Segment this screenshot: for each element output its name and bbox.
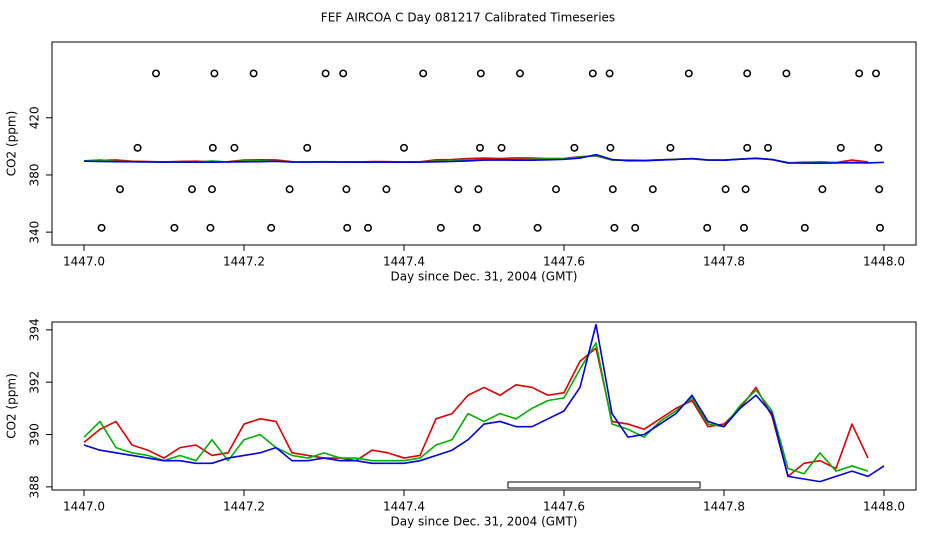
flag-point [208,143,217,152]
flag-point [208,185,216,194]
flag-point [648,185,657,194]
x-tick-label: 1447.8 [703,500,745,514]
plot-frame [51,41,917,246]
flag-point [210,69,219,78]
flag-point [188,185,196,194]
flag-point [339,69,348,78]
flag-point [382,185,391,194]
x-tick-label: 1447.4 [383,255,425,269]
flag-point [605,69,614,78]
x-tick-label: 1447.2 [223,500,265,514]
y-tick-label: 340 [28,221,42,244]
x-tick-label: 1447.6 [543,500,585,514]
flag-point [570,143,579,152]
x-tick-label: 1447.0 [63,500,105,514]
flag-point [764,143,772,152]
flag-point [343,223,352,232]
flag-point [436,223,445,232]
y-tick-label: 420 [28,106,42,129]
flag-point [800,223,809,232]
x-axis-title: Day since Dec. 31, 2004 (GMT) [391,270,578,284]
flag-point [474,185,483,194]
series-line [83,342,869,475]
flag-point [476,143,484,152]
flag-point [152,69,160,78]
flag-point [476,69,485,78]
x-tick-label: 1447.2 [223,255,265,269]
y-axis-title: CO2 (ppm) [5,111,19,177]
flag-point [454,185,463,194]
y-tick-label: 390 [28,423,42,446]
x-axis-title: Day since Dec. 31, 2004 (GMT) [391,515,578,529]
flag-point [267,223,276,232]
span-box [507,481,701,489]
y-tick-label: 392 [28,371,42,394]
flag-point [703,223,712,232]
flag-point [684,69,693,78]
flag-point [782,69,791,78]
flag-point [516,69,524,78]
flag-point [588,69,597,78]
chart-title: FEF AIRCOA C Day 081217 Calibrated Times… [321,11,615,25]
y-tick-label: 394 [28,318,42,341]
flag-point [321,69,330,78]
flag-point [497,143,506,152]
x-tick-label: 1447.0 [63,255,105,269]
flag-point [230,143,239,152]
y-tick-label: 380 [28,163,42,186]
flag-point [608,185,617,194]
flag-point [419,69,428,78]
flag-point [743,143,752,152]
flag-point [552,185,560,194]
flag-point [285,185,294,194]
flag-point [872,69,880,78]
series-line [83,153,885,165]
flag-point [342,185,351,194]
flag-point [606,143,615,152]
flag-point [533,223,542,232]
flag-point [836,143,845,152]
y-tick-label: 388 [28,475,42,498]
flag-point [855,69,864,78]
flag-point [472,223,481,232]
flag-point [400,143,408,152]
flag-point [721,185,730,194]
flag-point [249,69,258,78]
flag-point [818,185,827,194]
flag-point [97,223,106,232]
flag-point [303,143,312,152]
flag-point [875,185,884,194]
flag-point [170,223,179,232]
flag-point [206,223,215,232]
flag-point [740,223,748,232]
flag-point [364,223,372,232]
flag-point [666,143,675,152]
flag-point [610,223,619,232]
x-tick-label: 1447.4 [383,500,425,514]
x-tick-label: 1448.0 [863,500,905,514]
flag-point [741,185,750,194]
x-tick-label: 1447.8 [703,255,745,269]
flag-point [874,143,883,152]
plot-frame [51,321,917,491]
flag-point [876,223,884,232]
flag-point [631,223,640,232]
y-axis-title: CO2 (ppm) [5,373,19,439]
flag-point [116,185,124,194]
x-tick-label: 1448.0 [863,255,905,269]
x-tick-label: 1447.6 [543,255,585,269]
series-line [83,323,885,483]
flag-point [743,69,752,78]
flag-point [133,143,142,152]
